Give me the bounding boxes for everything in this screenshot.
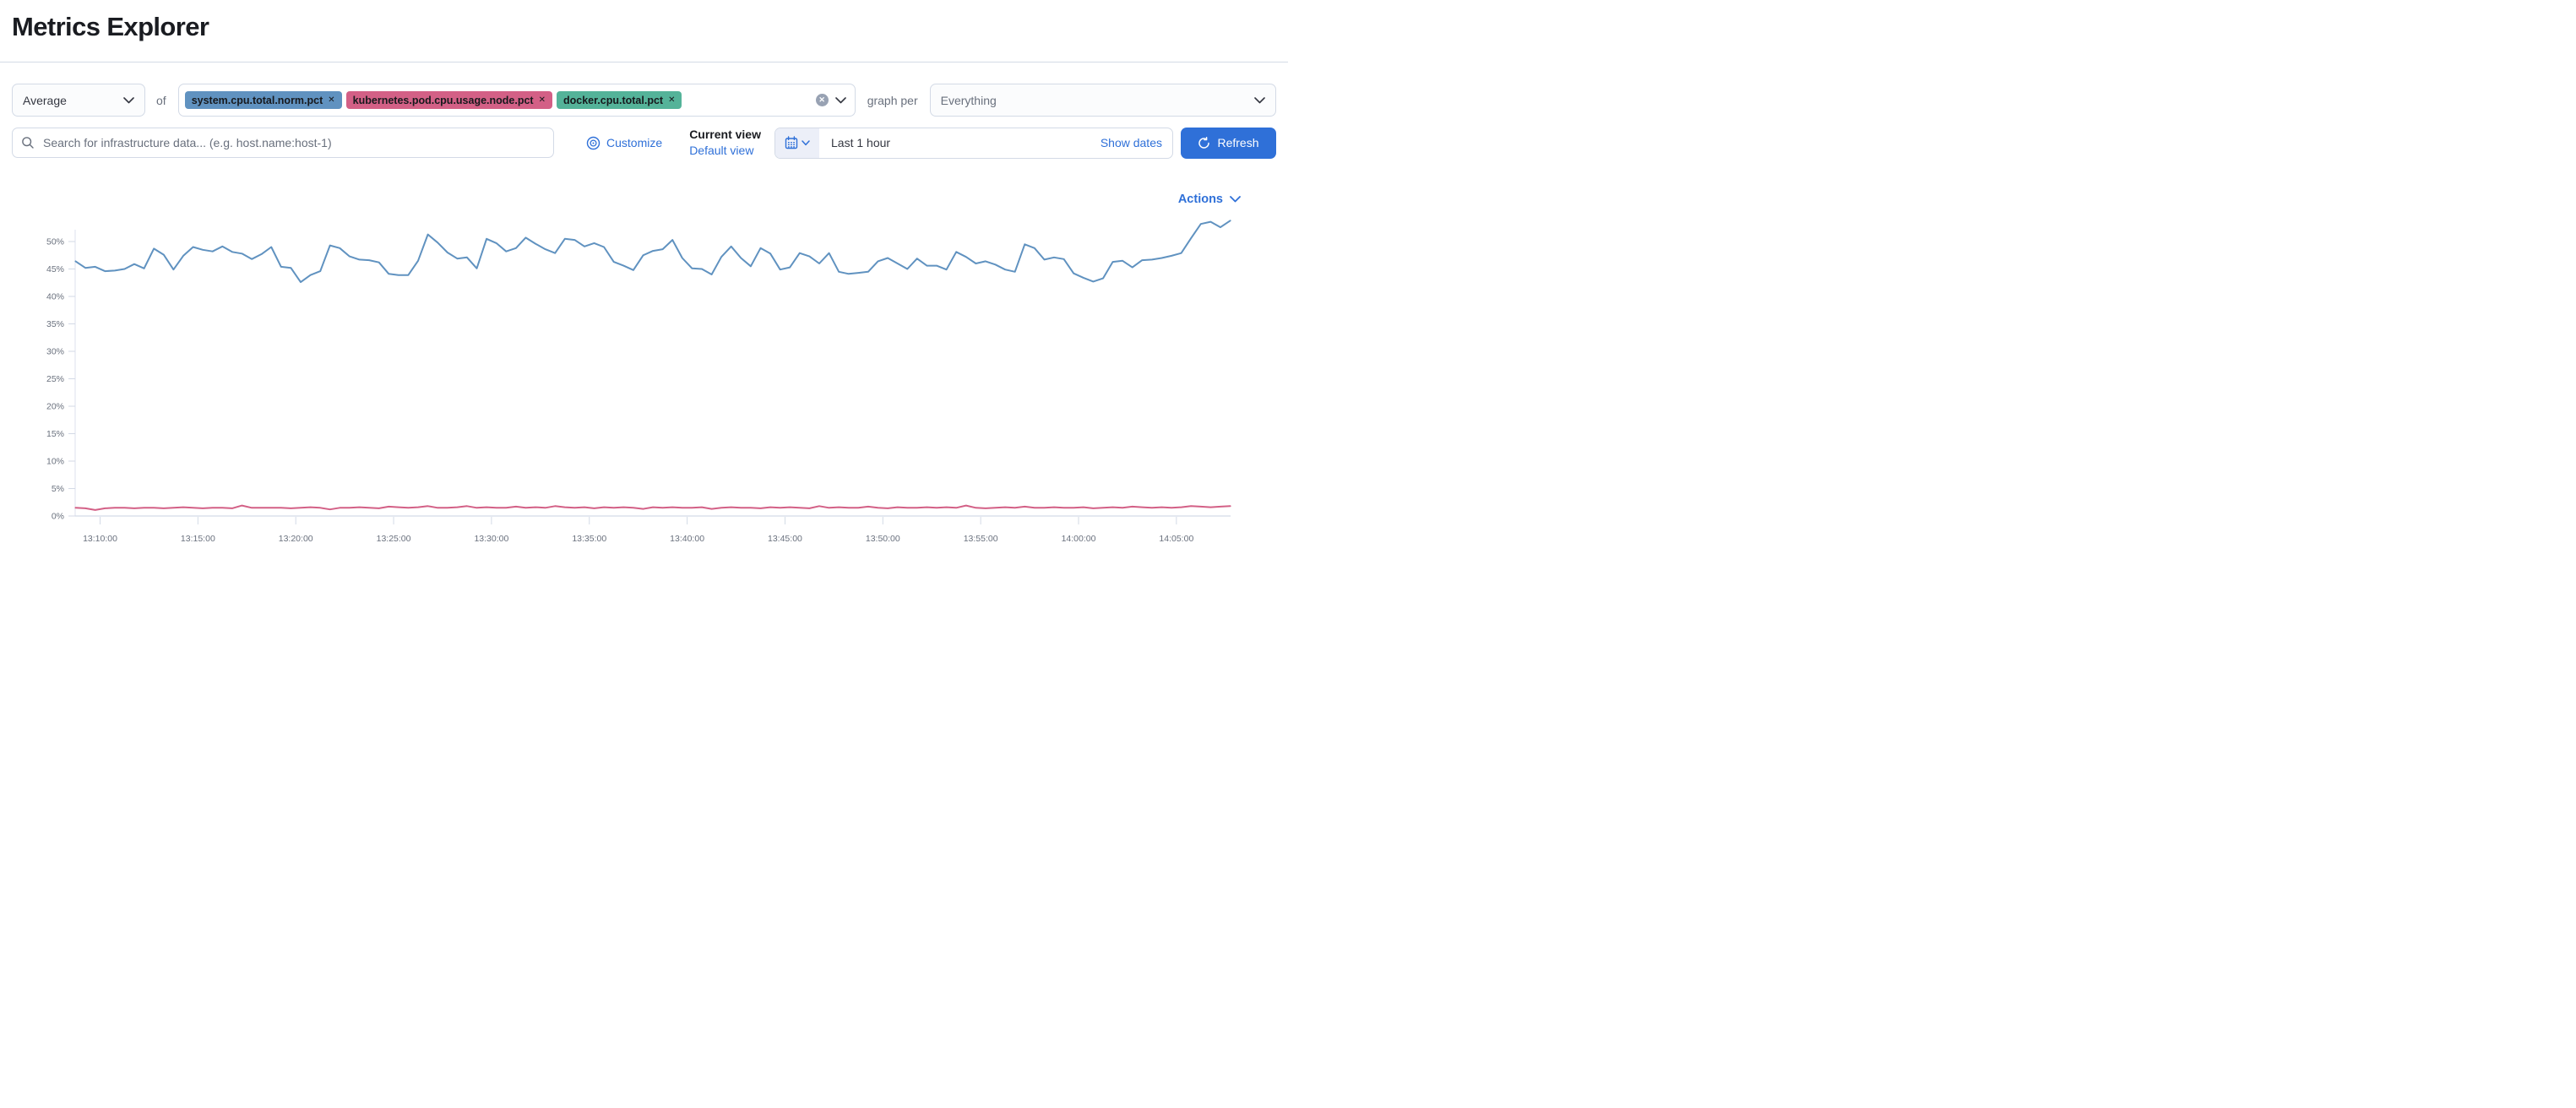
time-range-picker[interactable]: Last 1 hour Show dates [774,127,1173,159]
x-axis-tick-label: 14:00:00 [1062,534,1096,544]
x-axis-tick-label: 13:55:00 [964,534,998,544]
y-axis-tick-label: 0% [52,512,64,522]
x-axis-tick-label: 13:40:00 [670,534,704,544]
quick-select-menu-button[interactable] [775,128,819,158]
filter-bar: Customize Current view Default view Last… [12,127,1276,159]
x-axis-tick-label: 13:50:00 [866,534,900,544]
graph-per-label: graph per [867,93,918,107]
metric-tag[interactable]: system.cpu.total.norm.pct ✕ [184,91,342,109]
customize-button[interactable]: Customize [586,136,662,150]
y-axis-tick-label: 45% [46,264,64,274]
refresh-button[interactable]: Refresh [1181,127,1276,159]
y-axis-tick-label: 5% [52,484,64,494]
remove-metric-icon[interactable]: ✕ [328,95,335,105]
chevron-down-icon [123,96,134,103]
metric-tag-label: system.cpu.total.norm.pct [191,94,323,106]
series-line-kubernetes.pod.cpu.usage.node.pct [74,504,1231,511]
metrics-toolbar: Average of system.cpu.total.norm.pct ✕ kub… [12,84,1276,117]
x-axis-tick-label: 13:35:00 [572,534,606,544]
series-line-system.cpu.total.norm.pct [74,220,1231,284]
actions-label: Actions [1177,193,1223,206]
search-input[interactable] [41,135,545,150]
aggregation-value: Average [23,93,67,107]
y-axis-tick-label: 25% [46,374,64,384]
y-axis-tick-label: 40% [46,292,64,302]
x-axis-tick-label: 13:20:00 [279,534,313,544]
y-axis-tick-label: 30% [46,347,64,357]
group-by-select[interactable]: Everything [929,84,1276,117]
calendar-icon [785,136,798,149]
time-range-value[interactable]: Last 1 hour [831,136,891,149]
metric-tag[interactable]: kubernetes.pod.cpu.usage.node.pct ✕ [345,91,552,109]
metric-tag[interactable]: docker.cpu.total.pct ✕ [557,91,682,109]
chevron-down-icon[interactable] [834,96,846,104]
y-axis-tick-label: 50% [46,237,64,247]
refresh-label: Refresh [1217,136,1259,149]
x-axis-tick-label: 13:25:00 [377,534,411,544]
metric-tag-label: docker.cpu.total.pct [563,94,664,106]
x-axis-tick-label: 13:30:00 [474,534,508,544]
y-axis-tick-label: 35% [46,319,64,329]
x-axis-tick-label: 13:45:00 [768,534,802,544]
y-axis-tick-label: 15% [46,429,64,439]
search-icon [22,137,34,149]
of-label: of [156,93,166,107]
remove-metric-icon[interactable]: ✕ [538,95,546,105]
metrics-chart[interactable]: 0% 5% 10% 15% 20% 25% 30% 35% 40% 45% 50% 13:10:00 1… [0,213,1288,554]
view-selector: Current view Default view [689,128,761,159]
chevron-down-icon [802,139,810,145]
group-by-value: Everything [940,93,997,107]
show-dates-button[interactable]: Show dates [1100,136,1162,149]
remove-metric-icon[interactable]: ✕ [668,95,676,105]
aggregation-select[interactable]: Average [12,84,145,117]
chevron-down-icon [1254,96,1265,103]
page-title: Metrics Explorer [12,12,209,41]
chart-actions-button[interactable]: Actions [1178,193,1241,206]
chevron-down-icon [1230,196,1241,203]
current-view-label: Current view [689,127,761,141]
x-axis-tick-label: 14:05:00 [1159,534,1193,544]
default-view-link[interactable]: Default view [689,144,754,157]
metric-tag-label: kubernetes.pod.cpu.usage.node.pct [352,94,534,106]
page-header: Metrics Explorer [0,0,1288,62]
x-axis-tick-label: 13:15:00 [181,534,215,544]
clear-all-metrics-icon[interactable]: ✕ [815,94,829,106]
line-chart-canvas[interactable]: 0% 5% 10% 15% 20% 25% 30% 35% 40% 45% 50% 13:10:00 1… [0,213,1288,554]
refresh-icon [1198,136,1210,149]
metrics-combo-box[interactable]: system.cpu.total.norm.pct ✕ kubernetes.pod… [177,84,856,117]
customize-label: Customize [606,136,663,149]
eye-target-icon [586,136,601,149]
y-axis-tick-label: 20% [46,402,64,412]
search-box[interactable] [12,128,554,158]
y-axis-tick-label: 10% [46,457,64,467]
x-axis-tick-label: 13:10:00 [83,534,117,544]
